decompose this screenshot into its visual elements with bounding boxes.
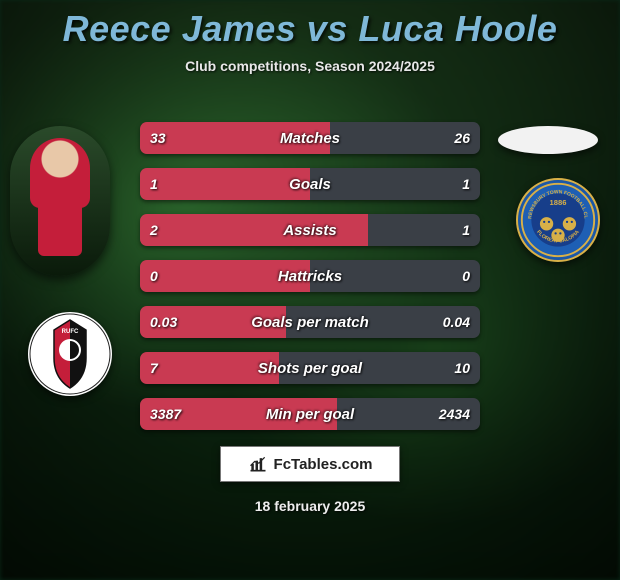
value-right: 0 (452, 260, 480, 292)
stat-row: 710Shots per goal (140, 352, 480, 384)
svg-text:1886: 1886 (550, 198, 567, 207)
value-left: 7 (140, 352, 168, 384)
player-left-avatar (10, 126, 110, 276)
value-left: 0.03 (140, 306, 187, 338)
stat-row: 33872434Min per goal (140, 398, 480, 430)
stat-row: 0.030.04Goals per match (140, 306, 480, 338)
stat-row: 3326Matches (140, 122, 480, 154)
value-left: 0 (140, 260, 168, 292)
value-right: 10 (444, 352, 480, 384)
stat-row: 00Hattricks (140, 260, 480, 292)
stats-container: 3326Matches11Goals21Assists00Hattricks0.… (140, 122, 480, 444)
stat-row: 11Goals (140, 168, 480, 200)
svg-text:RUFC: RUFC (62, 329, 79, 335)
club-right-badge: 1886 SHREWSBURY TOWN FOOTBALL CLUB FLORE… (516, 178, 600, 262)
subtitle: Club competitions, Season 2024/2025 (0, 58, 620, 74)
footer-badge[interactable]: FcTables.com (220, 446, 400, 482)
player-right-placeholder (498, 126, 598, 154)
date-label: 18 february 2025 (0, 498, 620, 514)
value-right: 1 (452, 214, 480, 246)
value-left: 3387 (140, 398, 191, 430)
stat-row: 21Assists (140, 214, 480, 246)
bar-left (140, 214, 368, 246)
page-title: Reece James vs Luca Hoole (0, 0, 620, 50)
value-left: 2 (140, 214, 168, 246)
value-left: 1 (140, 168, 168, 200)
chart-icon (248, 454, 268, 474)
value-right: 2434 (429, 398, 480, 430)
footer-label: FcTables.com (274, 456, 373, 473)
value-right: 1 (452, 168, 480, 200)
value-left: 33 (140, 122, 176, 154)
club-left-badge: RUFC (28, 312, 112, 396)
value-right: 0.04 (433, 306, 480, 338)
value-right: 26 (444, 122, 480, 154)
